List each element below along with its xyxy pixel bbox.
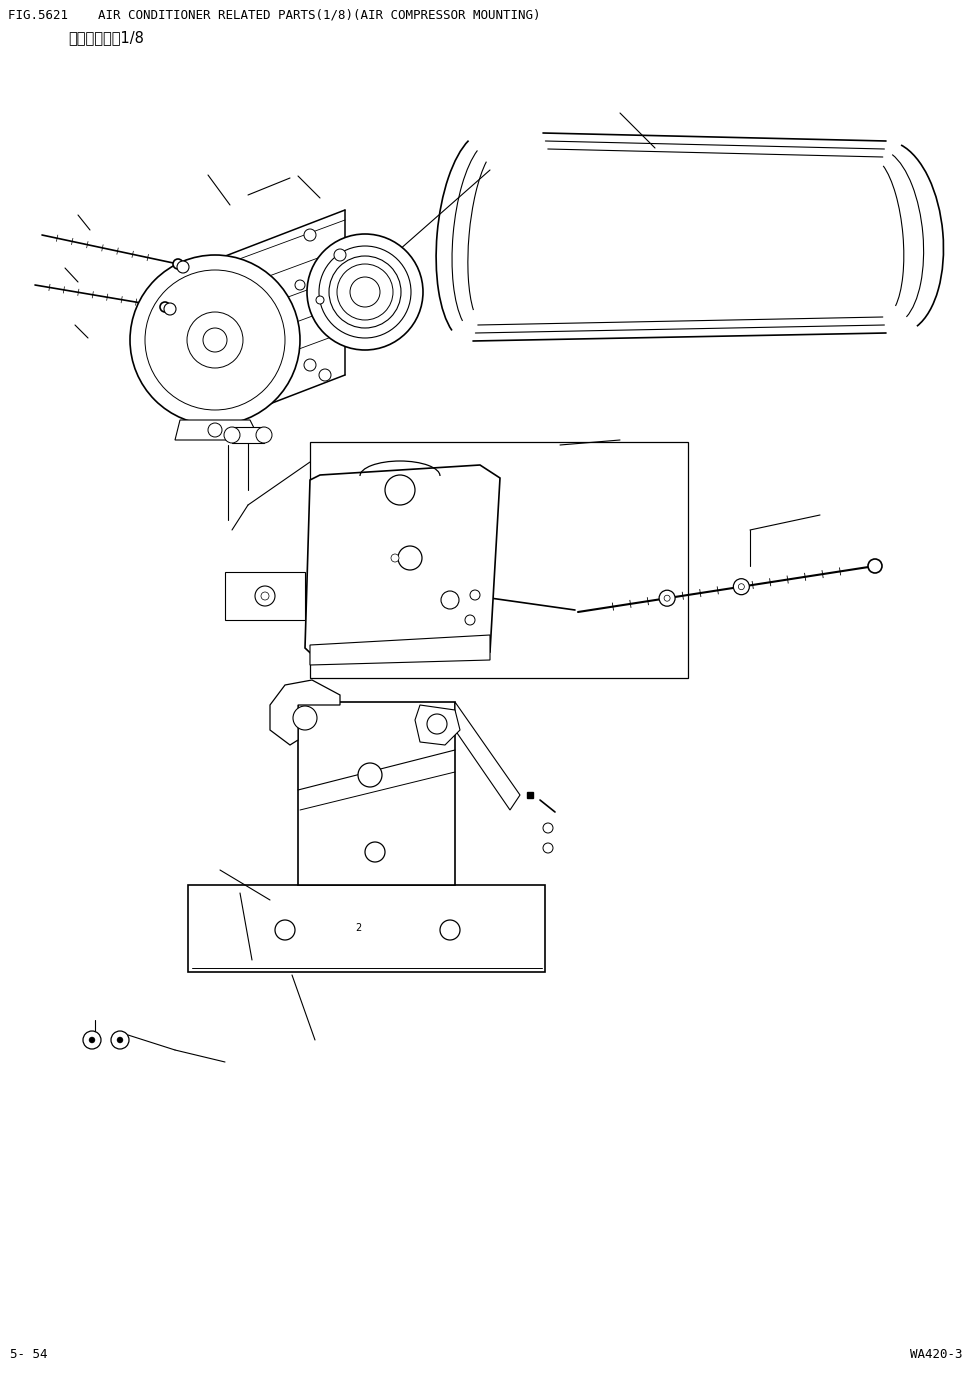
Circle shape [337,264,393,320]
Circle shape [427,714,447,734]
Circle shape [334,249,346,261]
Circle shape [319,246,411,338]
Circle shape [543,824,553,833]
Circle shape [391,554,399,562]
Polygon shape [310,635,490,666]
Circle shape [307,234,423,351]
Circle shape [734,579,749,595]
Circle shape [130,254,300,425]
Circle shape [665,595,670,601]
Circle shape [145,270,285,410]
Circle shape [261,593,269,600]
Polygon shape [298,703,455,886]
Polygon shape [305,465,500,661]
Circle shape [255,586,275,606]
Text: 压缩机的安装1/8: 压缩机的安装1/8 [68,30,144,45]
Circle shape [177,261,189,274]
Circle shape [358,763,382,786]
Polygon shape [455,703,520,810]
Circle shape [256,428,272,443]
Circle shape [83,1031,101,1049]
Circle shape [187,312,243,368]
Circle shape [319,368,331,381]
Circle shape [117,1037,123,1044]
Circle shape [350,276,380,307]
Polygon shape [270,681,340,745]
Polygon shape [310,441,688,678]
Circle shape [275,920,295,940]
Circle shape [208,424,222,437]
Circle shape [164,302,176,315]
Circle shape [304,230,316,241]
Circle shape [295,280,305,290]
Circle shape [441,591,459,609]
Circle shape [398,546,422,571]
Circle shape [173,258,183,270]
Circle shape [465,615,475,626]
Circle shape [868,560,882,573]
Circle shape [385,474,415,505]
Circle shape [89,1037,95,1044]
Text: WA420-3: WA420-3 [911,1348,963,1361]
Circle shape [293,705,317,730]
Circle shape [739,584,744,590]
Text: 2: 2 [355,923,361,934]
Text: FIG.5621    AIR CONDITIONER RELATED PARTS(1/8)(AIR COMPRESSOR MOUNTING): FIG.5621 AIR CONDITIONER RELATED PARTS(1… [8,8,540,21]
Circle shape [470,590,480,600]
Polygon shape [415,705,460,745]
Circle shape [111,1031,129,1049]
Text: 5- 54: 5- 54 [10,1348,48,1361]
Circle shape [329,256,401,329]
Circle shape [440,920,460,940]
Polygon shape [188,886,545,972]
Circle shape [543,843,553,852]
Polygon shape [175,419,260,440]
Circle shape [160,302,170,312]
Circle shape [659,590,675,606]
Polygon shape [225,572,305,620]
Polygon shape [232,428,264,443]
Circle shape [365,842,385,862]
Circle shape [203,329,227,352]
Circle shape [304,359,316,371]
Circle shape [316,296,324,304]
Circle shape [224,428,240,443]
